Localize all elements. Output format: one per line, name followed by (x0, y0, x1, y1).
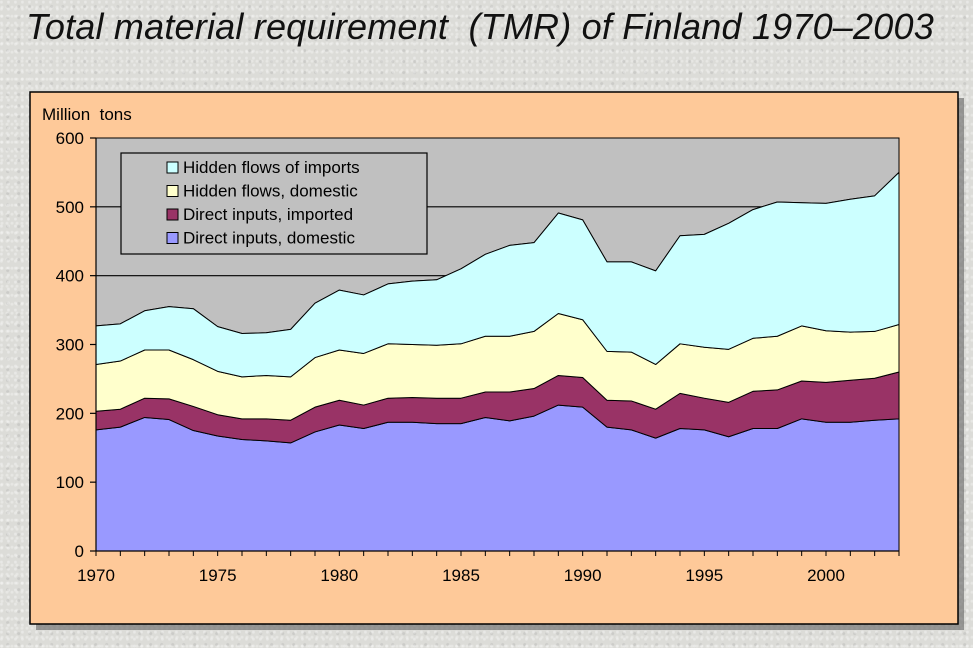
legend-label: Direct inputs, domestic (183, 229, 355, 248)
axes: 0 100 200 300 400 500 600 1970 1975 1980 1985 1990 1… (56, 129, 900, 585)
y-tick-label: 0 (75, 542, 84, 561)
y-tick-label: 300 (56, 336, 84, 355)
legend-label: Direct inputs, imported (183, 205, 353, 224)
legend-swatch (166, 161, 179, 174)
y-axis-label: Million tons (42, 105, 132, 124)
x-tick-label: 1990 (564, 566, 602, 585)
y-tick-label: 100 (56, 473, 84, 492)
legend-swatch (166, 208, 179, 221)
slide-title: Total material requirement (TMR) of Finl… (26, 6, 934, 47)
x-tick-label: 1985 (442, 566, 480, 585)
legend-label: Hidden flows of imports (183, 158, 360, 177)
y-tick-label: 500 (56, 198, 84, 217)
y-tick-label: 200 (56, 404, 84, 423)
x-tick-label: 2000 (807, 566, 845, 585)
x-tick-label: 1995 (685, 566, 723, 585)
legend-swatch (166, 232, 179, 244)
legend-swatch (166, 185, 179, 197)
legend: Hidden flows of imports Hidden flows, dom… (120, 152, 428, 255)
x-tick-label: 1970 (77, 566, 115, 585)
legend-label: Hidden flows, domestic (183, 182, 358, 201)
x-tick-label: 1980 (320, 566, 358, 585)
x-tick-label: 1975 (199, 566, 237, 585)
y-tick-label: 600 (56, 129, 84, 148)
y-tick-label: 400 (56, 267, 84, 286)
plot-area (95, 137, 900, 552)
